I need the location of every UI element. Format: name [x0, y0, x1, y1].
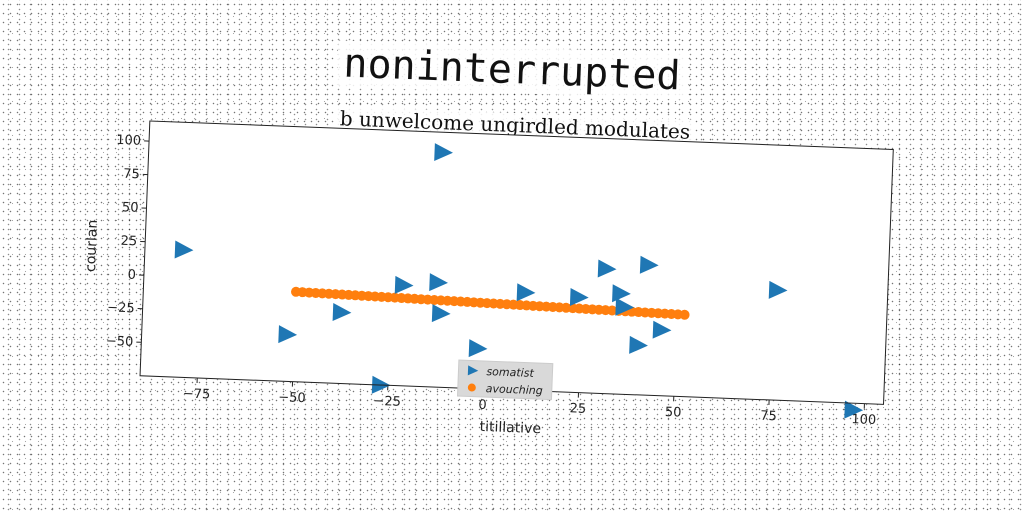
data-point-somatist	[844, 400, 864, 419]
data-point-somatist	[429, 273, 448, 292]
data-point-somatist	[434, 143, 453, 162]
y-tick-label: 50	[122, 200, 139, 216]
legend-label-somatist: somatist	[486, 365, 534, 380]
x-tick-label: −50	[278, 390, 306, 406]
x-tick-label: 100	[851, 412, 876, 428]
x-tick-label: 0	[478, 398, 487, 413]
data-point-somatist	[615, 297, 635, 316]
y-tick-label: −25	[107, 300, 135, 316]
y-axis-label: courlan	[83, 219, 101, 272]
data-point-somatist	[597, 259, 617, 278]
x-tick-label: 75	[760, 409, 777, 425]
x-tick-label: 50	[665, 405, 682, 421]
data-point-somatist	[768, 280, 788, 299]
y-tick-label: 75	[123, 167, 140, 183]
data-point-somatist	[332, 303, 352, 322]
plot-area: −75 −50 −25 0 25 50 75 100 100 75 50 25 0 −25 −50 titi…	[83, 120, 894, 437]
data-point-somatist	[569, 287, 589, 306]
legend: somatist avouching	[456, 359, 554, 401]
axis-ticks: −75 −50 −25 0 25 50 75 100 100 75 50 25 0 −25 −50	[106, 133, 877, 428]
x-tick-label: −25	[373, 394, 401, 410]
y-tick-label: −50	[106, 334, 134, 350]
x-tick-label: −75	[183, 386, 211, 402]
data-point-somatist	[394, 275, 414, 294]
y-tick-label: 0	[127, 268, 136, 283]
y-tick-label: 25	[120, 234, 137, 250]
x-axis-label: titillative	[479, 419, 541, 437]
legend-marker-somatist	[467, 365, 479, 376]
x-tick-label: 25	[569, 401, 586, 417]
data-point-somatist	[612, 284, 631, 303]
data-point-somatist	[174, 240, 194, 259]
data-point-somatist	[652, 320, 672, 339]
data-point-somatist	[629, 335, 648, 354]
data-point-somatist	[639, 255, 659, 274]
data-point-somatist	[468, 339, 488, 358]
y-tick-label: 100	[116, 133, 141, 149]
data-point-somatist	[278, 325, 298, 344]
data-point-avouching	[679, 309, 690, 320]
plot-background	[140, 120, 894, 405]
legend-label-avouching: avouching	[486, 382, 543, 397]
data-point-somatist	[516, 283, 536, 302]
legend-box	[456, 359, 554, 401]
legend-marker-avouching	[467, 383, 476, 392]
data-point-somatist	[431, 304, 451, 323]
